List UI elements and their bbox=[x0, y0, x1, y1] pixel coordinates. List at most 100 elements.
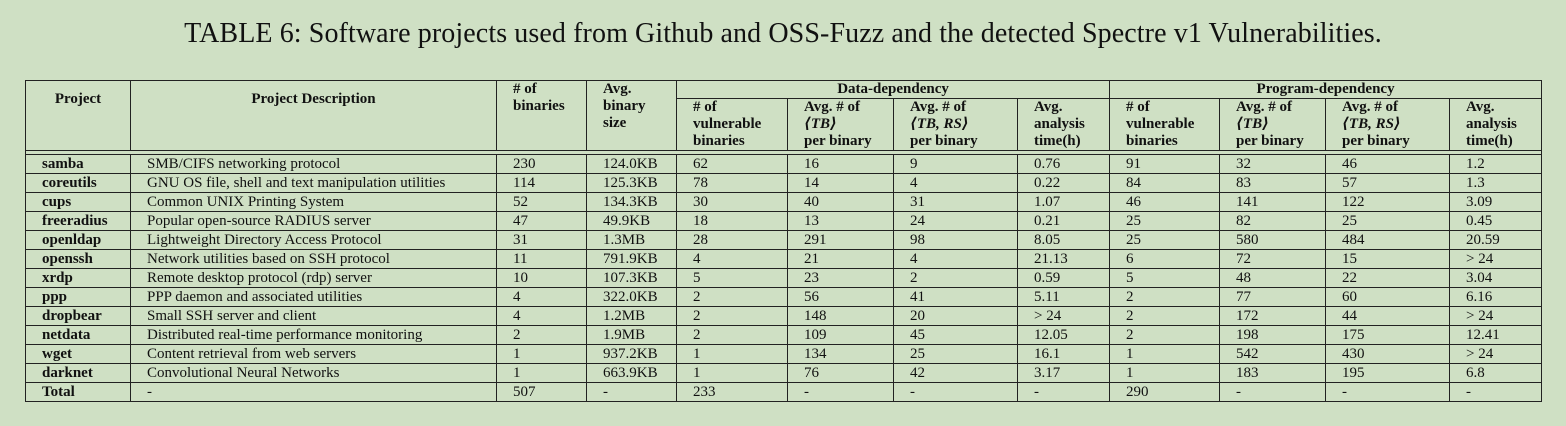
table-row: dropbear Small SSH server and client 4 1.2M… bbox=[25, 306, 1543, 326]
cell-dd-tb: 40 bbox=[787, 192, 894, 212]
header-description: Project Description bbox=[130, 80, 497, 151]
cell-binary-size: 791.9KB bbox=[586, 249, 677, 269]
cell-dd-vulnerable: 18 bbox=[676, 211, 788, 231]
header-dd-tb: Avg. # of ⟨TB⟩ per binary bbox=[787, 98, 894, 151]
cell-pd-time: 0.45 bbox=[1449, 211, 1543, 231]
cell-project: freeradius bbox=[25, 211, 131, 231]
table-caption: TABLE 6: Software projects used from Git… bbox=[184, 18, 1382, 49]
cell-dd-tb: 16 bbox=[787, 154, 894, 174]
header-pd-tbrs: Avg. # of ⟨TB, RS⟩ per binary bbox=[1325, 98, 1451, 151]
cell-pd-tbrs: 484 bbox=[1325, 230, 1451, 250]
cell-dd-time: 12.05 bbox=[1016, 325, 1111, 345]
cell-dd-tb: 148 bbox=[787, 306, 894, 326]
cell-pd-tb: 83 bbox=[1219, 173, 1327, 193]
table-row: coreutils GNU OS file, shell and text man… bbox=[25, 173, 1543, 193]
cell-project: coreutils bbox=[25, 173, 131, 193]
header-data-dependency: Data-dependency bbox=[675, 80, 1111, 99]
cell-binaries: 11 bbox=[496, 249, 587, 269]
cell-dd-time: 3.17 bbox=[1016, 363, 1111, 383]
cell-binaries: 2 bbox=[496, 325, 587, 345]
cell-dd-time: > 24 bbox=[1016, 306, 1111, 326]
cell-dd-tbrs: 31 bbox=[893, 192, 1018, 212]
cell-project: openldap bbox=[25, 230, 131, 250]
cell-pd-tbrs: 57 bbox=[1325, 173, 1451, 193]
cell-pd-tb: 141 bbox=[1219, 192, 1327, 212]
table-row: openssh Network utilities based on SSH pr… bbox=[25, 249, 1543, 269]
cell-pd-time: > 24 bbox=[1449, 344, 1543, 364]
cell-pd-vulnerable: 2 bbox=[1109, 306, 1221, 326]
cell-project: xrdp bbox=[25, 268, 131, 288]
cell-dd-vulnerable: 2 bbox=[676, 325, 788, 345]
cell-pd-tbrs: - bbox=[1325, 382, 1451, 402]
cell-description: SMB/CIFS networking protocol bbox=[130, 154, 497, 174]
cell-dd-vulnerable: 78 bbox=[676, 173, 788, 193]
cell-description: - bbox=[130, 382, 497, 402]
cell-pd-time: > 24 bbox=[1449, 249, 1543, 269]
cell-pd-time: 1.3 bbox=[1449, 173, 1543, 193]
cell-pd-time: 12.41 bbox=[1449, 325, 1543, 345]
cell-pd-time: 3.04 bbox=[1449, 268, 1543, 288]
table-row: darknet Convolutional Neural Networks 1 663… bbox=[25, 363, 1543, 383]
cell-pd-tbrs: 15 bbox=[1325, 249, 1451, 269]
cell-pd-vulnerable: 5 bbox=[1109, 268, 1221, 288]
cell-binary-size: 107.3KB bbox=[586, 268, 677, 288]
cell-pd-tbrs: 175 bbox=[1325, 325, 1451, 345]
cell-pd-tb: 32 bbox=[1219, 154, 1327, 174]
cell-dd-tb: 21 bbox=[787, 249, 894, 269]
cell-binaries: 4 bbox=[496, 306, 587, 326]
cell-dd-tbrs: 20 bbox=[893, 306, 1018, 326]
table-row: netdata Distributed real-time performance… bbox=[25, 325, 1543, 345]
cell-binaries: 4 bbox=[496, 287, 587, 307]
cell-dd-tbrs: 41 bbox=[893, 287, 1018, 307]
results-table: Project Project Description # of binaries… bbox=[24, 80, 1543, 402]
cell-dd-vulnerable: 1 bbox=[676, 344, 788, 364]
cell-dd-time: - bbox=[1016, 382, 1111, 402]
table-row: samba SMB/CIFS networking protocol 230 124.… bbox=[25, 154, 1543, 174]
cell-dd-tbrs: 45 bbox=[893, 325, 1018, 345]
cell-dd-vulnerable: 2 bbox=[676, 306, 788, 326]
cell-pd-vulnerable: 290 bbox=[1109, 382, 1221, 402]
table-row: Total -507-233- - -290- - - bbox=[25, 382, 1543, 402]
cell-dd-tbrs: 2 bbox=[893, 268, 1018, 288]
cell-binary-size: 125.3KB bbox=[586, 173, 677, 193]
cell-binaries: 31 bbox=[496, 230, 587, 250]
cell-dd-tb: 291 bbox=[787, 230, 894, 250]
cell-description: Small SSH server and client bbox=[130, 306, 497, 326]
cell-dd-time: 0.59 bbox=[1016, 268, 1111, 288]
cell-binary-size: 124.0KB bbox=[586, 154, 677, 174]
cell-description: Distributed real-time performance monito… bbox=[130, 325, 497, 345]
cell-pd-tbrs: 60 bbox=[1325, 287, 1451, 307]
cell-dd-tb: 14 bbox=[787, 173, 894, 193]
table-row: wget Content retrieval from web servers 1 9… bbox=[25, 344, 1543, 364]
cell-binaries: 47 bbox=[496, 211, 587, 231]
header-dd-time: Avg. analysis time(h) bbox=[1016, 98, 1111, 151]
cell-pd-tb: 580 bbox=[1219, 230, 1327, 250]
cell-dd-time: 5.11 bbox=[1016, 287, 1111, 307]
cell-pd-vulnerable: 1 bbox=[1109, 344, 1221, 364]
cell-dd-tbrs: 98 bbox=[893, 230, 1018, 250]
table-body: samba SMB/CIFS networking protocol 230 124.… bbox=[25, 154, 1543, 402]
cell-pd-tbrs: 195 bbox=[1325, 363, 1451, 383]
cell-description: Remote desktop protocol (rdp) server bbox=[130, 268, 497, 288]
cell-project: cups bbox=[25, 192, 131, 212]
cell-pd-time: 1.2 bbox=[1449, 154, 1543, 174]
header-pd-vulnerable: # of vulnerable binaries bbox=[1109, 98, 1221, 151]
header-dd-tbrs: Avg. # of ⟨TB, RS⟩ per binary bbox=[893, 98, 1018, 151]
cell-pd-tbrs: 22 bbox=[1325, 268, 1451, 288]
cell-dd-time: 21.13 bbox=[1016, 249, 1111, 269]
cell-pd-vulnerable: 25 bbox=[1109, 211, 1221, 231]
cell-dd-tb: 13 bbox=[787, 211, 894, 231]
cell-dd-tb: - bbox=[787, 382, 894, 402]
cell-pd-vulnerable: 1 bbox=[1109, 363, 1221, 383]
cell-pd-tbrs: 25 bbox=[1325, 211, 1451, 231]
cell-project: openssh bbox=[25, 249, 131, 269]
cell-pd-time: 6.8 bbox=[1449, 363, 1543, 383]
cell-pd-tb: 183 bbox=[1219, 363, 1327, 383]
cell-binaries: 1 bbox=[496, 344, 587, 364]
cell-dd-vulnerable: 1 bbox=[676, 363, 788, 383]
cell-binary-size: 134.3KB bbox=[586, 192, 677, 212]
cell-binary-size: 49.9KB bbox=[586, 211, 677, 231]
cell-dd-time: 0.22 bbox=[1016, 173, 1111, 193]
cell-description: Popular open-source RADIUS server bbox=[130, 211, 497, 231]
cell-dd-vulnerable: 233 bbox=[676, 382, 788, 402]
